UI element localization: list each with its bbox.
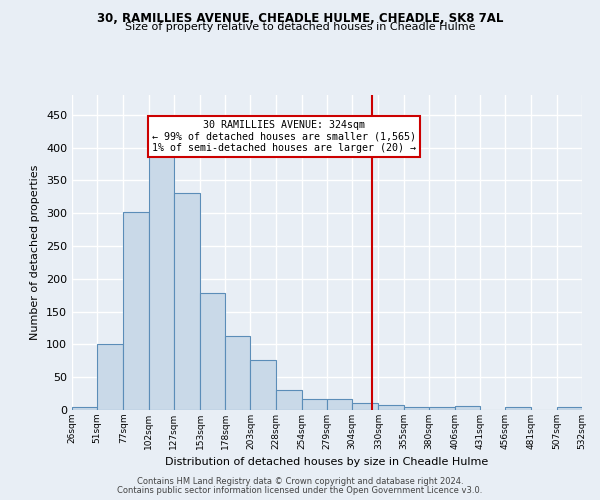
Bar: [200, 293, 225, 410]
Text: Contains HM Land Registry data © Crown copyright and database right 2024.: Contains HM Land Registry data © Crown c…: [137, 477, 463, 486]
Y-axis label: Number of detached properties: Number of detached properties: [31, 165, 40, 340]
Bar: [327, 399, 352, 410]
Bar: [174, 194, 200, 410]
Bar: [352, 404, 379, 410]
Bar: [302, 399, 327, 410]
Text: Contains public sector information licensed under the Open Government Licence v3: Contains public sector information licen…: [118, 486, 482, 495]
Bar: [225, 336, 250, 410]
X-axis label: Distribution of detached houses by size in Cheadle Hulme: Distribution of detached houses by size …: [166, 458, 488, 468]
Bar: [124, 212, 149, 410]
Bar: [557, 408, 582, 410]
Text: 30, RAMILLIES AVENUE, CHEADLE HULME, CHEADLE, SK8 7AL: 30, RAMILLIES AVENUE, CHEADLE HULME, CHE…: [97, 12, 503, 26]
Bar: [429, 408, 455, 410]
Bar: [505, 406, 530, 410]
Bar: [250, 360, 275, 410]
Bar: [72, 406, 97, 410]
Bar: [455, 406, 480, 410]
Text: Size of property relative to detached houses in Cheadle Hulme: Size of property relative to detached ho…: [125, 22, 475, 32]
Bar: [275, 390, 302, 410]
Bar: [379, 406, 404, 410]
Text: 30 RAMILLIES AVENUE: 324sqm
← 99% of detached houses are smaller (1,565)
1% of s: 30 RAMILLIES AVENUE: 324sqm ← 99% of det…: [152, 120, 416, 154]
Bar: [97, 344, 124, 410]
Bar: [404, 406, 429, 410]
Bar: [149, 140, 174, 410]
